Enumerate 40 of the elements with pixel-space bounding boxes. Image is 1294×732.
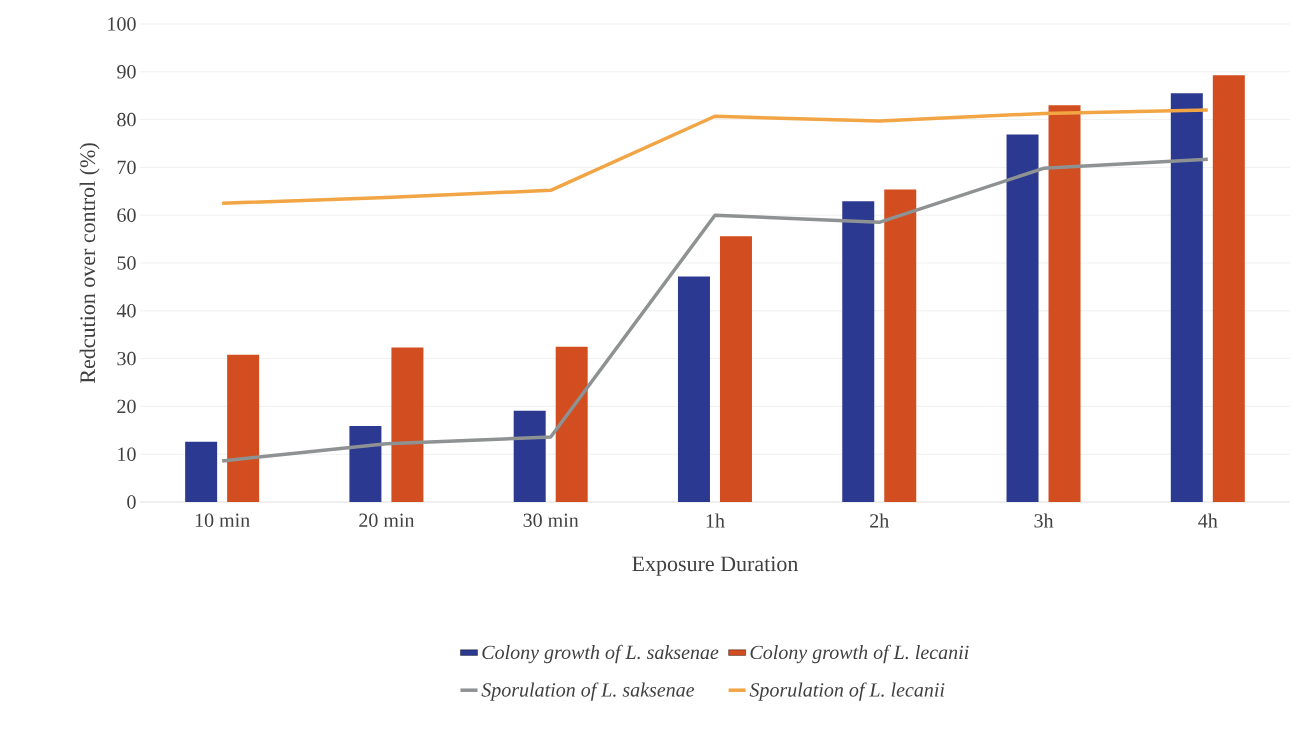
bar <box>1212 75 1245 503</box>
legend-label: Colony growth of L. lecanii <box>750 644 969 664</box>
bar <box>349 426 382 503</box>
y-tick-label: 80 <box>117 112 136 127</box>
y-tick-label: 100 <box>108 17 136 31</box>
bar <box>677 276 710 503</box>
x-tick-label: 20 min <box>359 513 415 528</box>
y-tick-label: 90 <box>117 65 136 79</box>
bar <box>1170 93 1203 503</box>
bar <box>391 347 424 503</box>
x-tick-label: 3h <box>1034 513 1054 528</box>
x-tick-label: 30 min <box>523 513 579 528</box>
x-tick-label: 10 min <box>195 513 250 528</box>
y-tick-label: 0 <box>127 495 136 509</box>
bar <box>185 441 218 503</box>
legend-label: Sporulation of L. saksenae <box>481 682 695 701</box>
legend-label: Colony growth of L. saksenae <box>482 644 719 664</box>
y-tick-label: 60 <box>117 208 136 222</box>
bar <box>884 189 917 503</box>
bar <box>842 201 875 503</box>
bar <box>555 346 588 503</box>
x-tick-label: 1h <box>706 513 725 528</box>
x-axis-title: Exposure Duration <box>632 556 799 576</box>
y-tick-label: 40 <box>116 304 136 318</box>
line-series <box>220 108 1210 205</box>
y-tick-label: 20 <box>117 399 136 414</box>
legend-label: Sporulation of L. lecanii <box>749 682 945 701</box>
y-tick-label: 70 <box>117 160 136 175</box>
bar <box>1048 105 1081 503</box>
y-tick-label: 10 <box>118 447 136 461</box>
bar <box>1006 134 1039 503</box>
x-tick-label: 2h <box>870 513 889 528</box>
line-series <box>220 157 1210 463</box>
y-tick-label: 30 <box>117 351 136 366</box>
bar <box>719 236 752 503</box>
bar <box>227 354 260 503</box>
y-axis-title: Redcution over control (%) <box>79 143 100 384</box>
x-tick-label: 4h <box>1198 513 1218 528</box>
y-tick-label: 50 <box>117 256 136 270</box>
bar <box>513 410 546 503</box>
